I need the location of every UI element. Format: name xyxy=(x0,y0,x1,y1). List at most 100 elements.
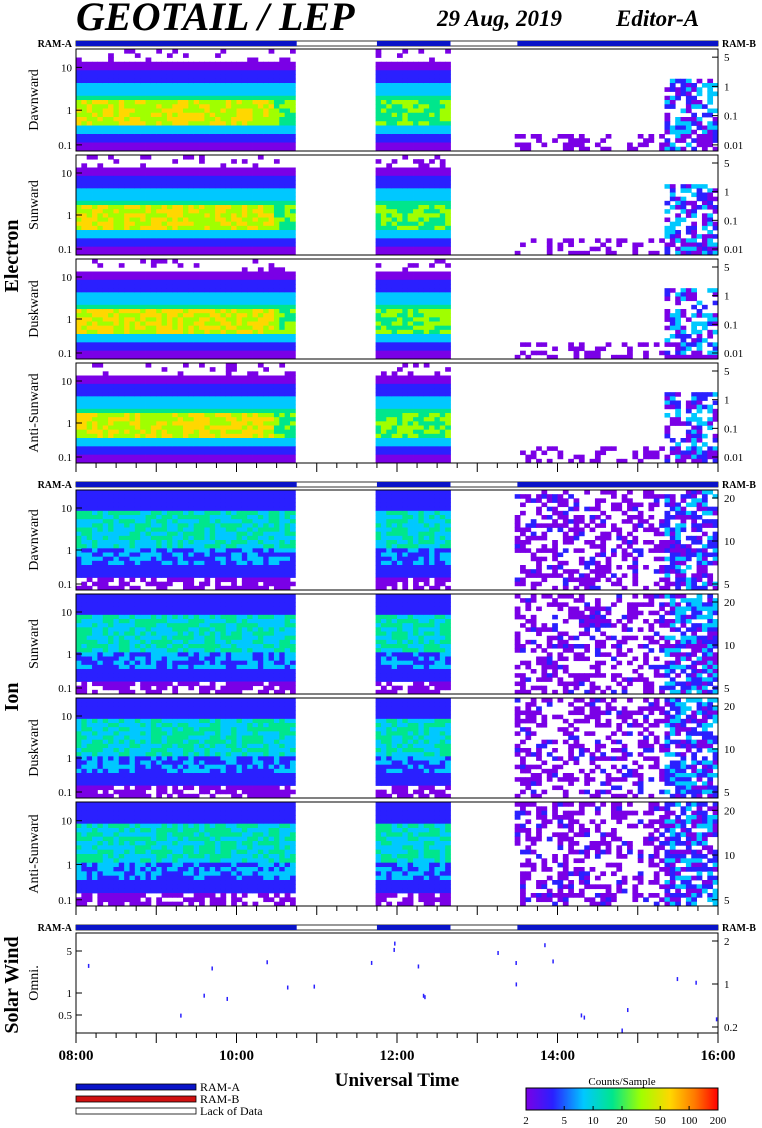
heatmap-cell xyxy=(637,342,644,347)
heatmap-cell xyxy=(257,375,264,381)
heatmap-cell xyxy=(279,433,286,439)
heatmap-cell xyxy=(102,404,109,410)
heatmap-cell xyxy=(279,146,286,152)
heatmap-cell xyxy=(562,134,569,139)
heatmap-cell xyxy=(594,350,601,356)
heatmap-cell xyxy=(204,329,211,335)
heatmap-cell xyxy=(166,275,173,281)
heatmap-cell xyxy=(643,138,649,143)
heatmap-cell xyxy=(193,184,200,189)
heatmap-cell xyxy=(145,413,152,418)
heatmap-cell xyxy=(418,279,425,285)
heatmap-cell xyxy=(140,346,146,352)
heatmap-cell xyxy=(81,404,88,410)
heatmap-cell xyxy=(696,138,703,143)
heatmap-cell xyxy=(81,171,88,177)
heatmap-cell xyxy=(113,279,120,285)
heatmap-cell xyxy=(129,317,136,322)
heatmap-cell xyxy=(129,304,136,310)
heatmap-cell xyxy=(247,230,253,235)
heatmap-cell xyxy=(241,329,248,335)
heatmap-cell xyxy=(177,209,184,214)
heatmap-cell xyxy=(150,95,157,101)
heatmap-cell xyxy=(391,317,398,322)
heatmap-cell xyxy=(172,375,179,381)
heatmap-cell xyxy=(81,112,88,118)
heatmap-cell xyxy=(273,87,280,92)
heatmap-cell xyxy=(193,275,200,281)
heatmap-cell xyxy=(413,242,419,248)
heatmap-cell xyxy=(156,134,162,139)
heatmap-cell xyxy=(81,421,88,426)
heatmap-cell xyxy=(284,91,291,97)
heatmap-cell xyxy=(263,400,269,406)
heatmap-cell xyxy=(145,317,152,322)
heatmap-cell xyxy=(129,196,136,202)
heatmap-cell xyxy=(156,379,162,385)
heatmap-cell xyxy=(172,313,179,318)
heatmap-cell xyxy=(429,171,435,177)
heatmap-cell xyxy=(225,83,232,88)
heatmap-cell xyxy=(81,325,88,331)
heatmap-cell xyxy=(241,184,248,189)
heatmap-cell xyxy=(129,167,136,173)
heatmap-cell xyxy=(81,242,88,248)
heatmap-cell xyxy=(124,408,130,414)
heatmap-cell xyxy=(102,346,109,352)
heatmap-cell xyxy=(97,234,104,239)
heatmap-cell xyxy=(429,205,435,210)
heatmap-cell xyxy=(263,217,269,223)
heatmap-cell xyxy=(439,250,446,256)
heatmap-cell xyxy=(92,125,98,131)
heatmap-cell xyxy=(145,246,152,252)
heatmap-cell xyxy=(102,108,109,114)
heatmap-cell xyxy=(150,454,157,460)
heatmap-cell xyxy=(273,429,280,435)
heatmap-cell xyxy=(156,221,162,227)
heatmap-cell xyxy=(273,321,280,327)
heatmap-cell xyxy=(134,221,141,227)
heatmap-cell xyxy=(375,433,382,439)
heatmap-cell xyxy=(86,91,93,97)
heatmap-cell xyxy=(118,74,125,80)
heatmap-cell xyxy=(268,200,275,206)
heatmap-cell xyxy=(413,108,419,114)
heatmap-cell xyxy=(113,100,120,105)
heatmap-cell xyxy=(102,217,109,223)
heatmap-cell xyxy=(691,354,697,360)
heatmap-cell xyxy=(199,396,205,401)
heatmap-cell xyxy=(140,296,146,302)
heatmap-cell xyxy=(380,329,387,335)
heatmap-cell xyxy=(669,321,676,327)
heatmap-cell xyxy=(284,108,291,114)
heatmap-cell xyxy=(108,53,114,58)
heatmap-cell xyxy=(145,271,152,277)
heatmap-cell xyxy=(568,346,574,352)
heatmap-cell xyxy=(76,87,82,92)
heatmap-cell xyxy=(183,329,189,335)
heatmap-cell xyxy=(97,354,104,360)
heatmap-cell xyxy=(247,61,253,67)
heatmap-cell xyxy=(439,313,446,318)
heatmap-cell xyxy=(161,129,168,135)
heatmap-cell xyxy=(263,225,269,231)
heatmap-cell xyxy=(231,354,237,360)
heatmap-cell xyxy=(268,350,275,356)
heatmap-cell xyxy=(439,192,446,198)
heatmap-cell xyxy=(279,392,286,397)
heatmap-cell xyxy=(86,350,93,356)
heatmap-cell xyxy=(380,296,387,302)
heatmap-cell xyxy=(209,317,216,322)
heatmap-cell xyxy=(423,292,430,297)
heatmap-cell xyxy=(247,78,253,84)
heatmap-cell xyxy=(273,121,280,126)
heatmap-cell xyxy=(183,217,189,223)
heatmap-cell xyxy=(696,134,703,139)
heatmap-cell xyxy=(413,325,419,331)
heatmap-cell xyxy=(92,196,98,202)
heatmap-cell xyxy=(150,292,157,297)
heatmap-cell xyxy=(220,192,227,198)
heatmap-cell xyxy=(134,279,141,285)
heatmap-cell xyxy=(568,238,574,243)
heatmap-cell xyxy=(183,138,189,143)
